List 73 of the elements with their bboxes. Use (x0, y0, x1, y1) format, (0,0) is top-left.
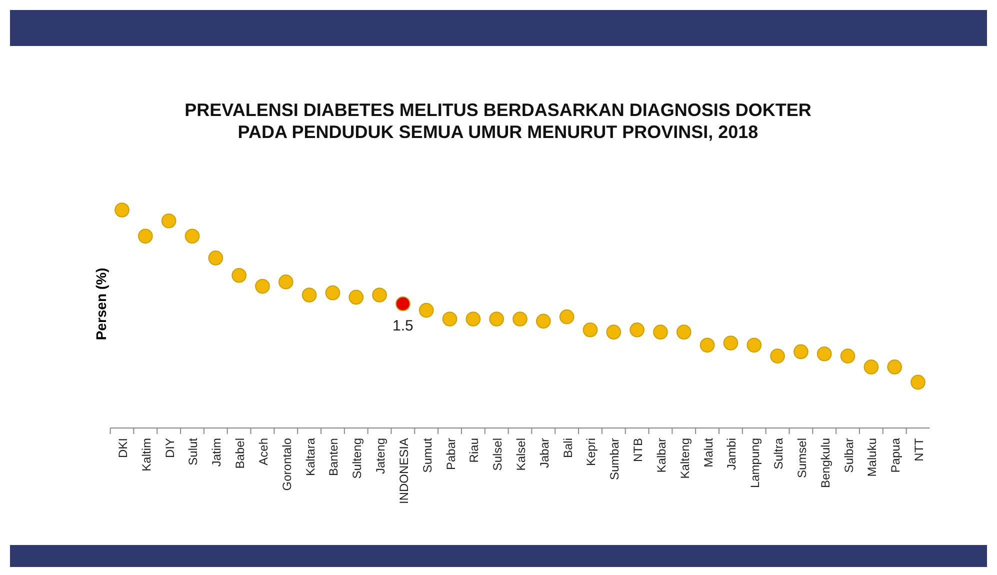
point (910, 374, 926, 390)
x-tick-label: Gorontalo (280, 438, 294, 491)
annotation: 1.5 (392, 318, 414, 335)
point (442, 312, 458, 326)
point (864, 360, 879, 374)
x-tick-label: Sumbar (608, 438, 622, 480)
x-tick-label: DIY (162, 438, 177, 458)
x-tick-label: INDONESIA (396, 438, 411, 504)
point (512, 312, 528, 326)
y-axis-title: Persen (%) (93, 268, 109, 340)
point (184, 228, 200, 244)
x-tick-label: Jambi (724, 438, 739, 470)
x-tick-label: Jatim (210, 438, 224, 467)
point (348, 290, 364, 305)
point (794, 344, 808, 360)
point (161, 214, 176, 228)
x-tick-label: Sulteng (350, 438, 364, 479)
point (700, 338, 715, 353)
point (396, 296, 410, 312)
point (723, 336, 738, 350)
x-tick-label: Sulut (186, 437, 200, 466)
x-tick-label: Jateng (374, 438, 388, 474)
x-tick-label: NTT (912, 437, 926, 462)
point (232, 268, 246, 283)
point (676, 324, 692, 340)
point (840, 348, 856, 364)
point (887, 360, 902, 374)
point (606, 324, 622, 340)
x-tick-label: Kalteng (678, 438, 692, 479)
point (372, 288, 387, 302)
point (536, 314, 551, 329)
x-tick-label: Kalbar (654, 438, 668, 473)
point (559, 309, 574, 324)
x-tick-label: Sumut (420, 437, 434, 473)
point (582, 322, 598, 338)
point (278, 274, 294, 290)
point (489, 312, 504, 326)
x-tick-label: Kalsel (514, 438, 528, 471)
x-tick-label: Riau (467, 438, 482, 463)
x-tick-label: Malut (701, 437, 716, 468)
point (466, 312, 481, 326)
chart-title: PREVALENSI DIABETES MELITUS BERDASARKAN DIAGNOSIS DOKTER PADA PENDUDUK SEMUA UMUR MENURUT PROVINSI, 2018 (184, 100, 812, 142)
point (325, 285, 340, 300)
point (418, 302, 434, 318)
x-tick-label: Kaltim (139, 438, 154, 472)
point (302, 288, 317, 302)
point (630, 322, 644, 338)
x-tick-label: DKI (116, 438, 130, 458)
x-tick-label: Lampung (748, 438, 762, 488)
x-tick-label: Kepri (584, 438, 598, 466)
x-tick-label: Bali (560, 438, 575, 458)
point (255, 278, 270, 294)
x-tick-label: Jabar (537, 438, 552, 468)
x-tick-label: Kaltara (303, 438, 318, 476)
point (770, 348, 785, 364)
x-tick-label: Sultra (772, 438, 786, 470)
x-tick-label: NTB (631, 438, 646, 462)
x-tick-label: Babel (233, 438, 248, 469)
x-tick-label: Aceh (256, 438, 270, 466)
point (816, 346, 832, 362)
point (114, 202, 130, 218)
point (138, 228, 153, 244)
x-tick-label: Sulbar (842, 438, 856, 473)
x-tick-label: Maluku (865, 438, 880, 477)
point (208, 250, 224, 266)
x-tick-label: Bengkulu (818, 438, 832, 488)
x-tick-label: Pabar (444, 438, 458, 470)
x-tick-label: Papua (888, 438, 903, 473)
point (746, 338, 762, 353)
x-tick-label: Sumsel (794, 438, 809, 478)
point (653, 324, 668, 340)
x-tick-label: Sulsel (490, 438, 505, 471)
x-tick-label: Banten (326, 438, 341, 476)
